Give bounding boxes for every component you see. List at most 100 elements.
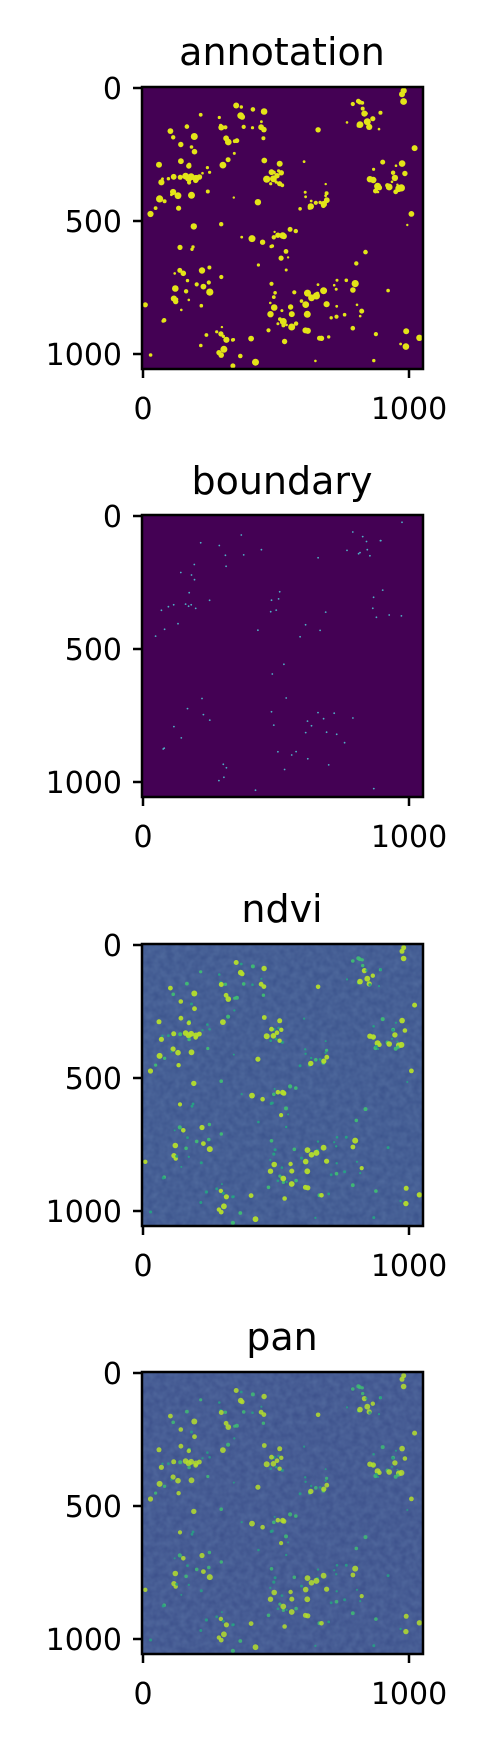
heatmap-blob	[220, 325, 224, 329]
heatmap-blob	[175, 1477, 181, 1484]
heatmap-blob	[206, 1451, 209, 1454]
heatmap-blob	[182, 1030, 189, 1036]
heatmap-blob	[237, 969, 244, 976]
heatmap-blob	[391, 1028, 395, 1032]
heatmap-blob	[320, 1572, 327, 1579]
heatmap-blob	[206, 280, 211, 285]
heatmap-blob	[365, 112, 368, 115]
heatmap-blob	[380, 159, 386, 165]
heatmap-blob	[288, 323, 296, 331]
heatmap-blob	[275, 1517, 281, 1523]
heatmap-blob	[269, 244, 274, 249]
heatmap-blob	[191, 1418, 198, 1425]
heatmap-blob	[258, 981, 264, 987]
heatmap-blob	[158, 1036, 164, 1042]
heatmap-blob	[230, 363, 236, 369]
heatmap-blob	[199, 1629, 203, 1632]
heatmap-blob	[162, 1056, 167, 1061]
heatmap-blob	[286, 256, 290, 259]
heatmap-blob	[365, 969, 368, 972]
heatmap-blob	[192, 1434, 197, 1440]
heatmap-blob	[316, 1140, 320, 1143]
heatmap-blob	[269, 1530, 273, 1533]
heatmap-blob	[198, 267, 206, 274]
heatmap-blob	[194, 607, 197, 610]
heatmap-blob	[207, 1137, 211, 1142]
heatmap-blob	[221, 1191, 225, 1195]
heatmap-blob	[272, 724, 275, 726]
heatmap-blob	[350, 101, 355, 107]
heatmap-blob	[188, 1458, 195, 1465]
heatmap-blob	[352, 1565, 359, 1572]
panel-annotation: annotation 0 500 1000 0 1000	[46, 30, 448, 427]
heatmap-blob	[269, 281, 274, 286]
heatmap-blob	[400, 87, 407, 94]
heatmap-blob	[162, 199, 167, 204]
panel-pan: pan 0 500 1000 0 1000	[46, 1315, 448, 1712]
heatmap-blob	[314, 359, 317, 363]
heatmap-blob	[357, 99, 363, 105]
heatmap-blob	[293, 321, 299, 326]
heatmap-blob	[178, 1443, 184, 1449]
heatmap-blob	[176, 205, 182, 211]
heatmap-blob	[190, 1002, 193, 1006]
heatmap-blob	[199, 541, 202, 544]
heatmap-blob	[372, 787, 375, 790]
heatmap-blob	[149, 1210, 153, 1214]
heatmap-blob	[191, 990, 198, 997]
heatmap-blob	[277, 181, 283, 187]
heatmap-blob	[272, 1152, 276, 1156]
heatmap-blob	[368, 983, 372, 987]
heatmap-blob	[324, 611, 327, 613]
heatmap-blob	[176, 1491, 181, 1496]
heatmap-blob	[171, 1420, 175, 1425]
heatmap-blob	[250, 964, 255, 969]
heatmap-blob	[354, 261, 359, 266]
heatmap-blob	[252, 1644, 259, 1651]
heatmap-blob	[270, 1033, 277, 1039]
heatmap-blob	[205, 189, 210, 194]
heatmap-blob	[359, 1172, 362, 1175]
heatmap-blob	[166, 177, 171, 181]
heatmap-blob	[261, 1393, 267, 1400]
heatmap-blob	[230, 1220, 235, 1225]
heatmap-blob	[343, 1170, 347, 1174]
heatmap-blob	[361, 1396, 367, 1402]
heatmap-blob	[399, 1627, 402, 1631]
heatmap-blob	[385, 183, 393, 191]
heatmap-blob	[249, 1520, 255, 1527]
heatmap-blob	[260, 1405, 263, 1408]
heatmap-blob	[350, 1572, 356, 1578]
heatmap-blob	[259, 239, 266, 245]
heatmap-blob	[416, 334, 423, 341]
heatmap-blob	[261, 1015, 267, 1020]
heatmap-blob	[324, 1040, 327, 1043]
heatmap-blob	[320, 200, 327, 208]
heatmap-blob	[406, 1081, 409, 1083]
heatmap-blob	[390, 1037, 394, 1040]
heatmap-blob	[314, 1644, 317, 1647]
heatmap-blob	[200, 283, 207, 290]
heatmap-blob	[274, 1037, 278, 1041]
heatmap-blob	[188, 591, 191, 594]
heatmap-blob	[170, 1478, 173, 1481]
y-tick-label: 1000	[46, 1195, 122, 1230]
heatmap-blob	[251, 1411, 254, 1414]
heatmap-blob	[261, 1443, 267, 1448]
heatmap-blob	[223, 336, 230, 343]
heatmap-blob	[303, 310, 311, 318]
heatmap-blob	[263, 1033, 270, 1040]
heatmap-blob	[358, 314, 362, 318]
heatmap-blob	[409, 1068, 414, 1074]
heatmap-blob	[386, 1146, 390, 1150]
heatmap-blob	[355, 1588, 359, 1591]
heatmap-blob	[218, 982, 224, 987]
heatmap-blob	[206, 1474, 210, 1479]
heatmap-blob	[343, 1598, 347, 1602]
heatmap-blob	[345, 1406, 349, 1409]
heatmap-blob	[239, 962, 243, 966]
heatmap-blob	[277, 1038, 282, 1043]
heatmap-blob	[240, 235, 244, 239]
heatmap-blob	[190, 1532, 194, 1536]
heatmap-blob	[376, 190, 380, 194]
